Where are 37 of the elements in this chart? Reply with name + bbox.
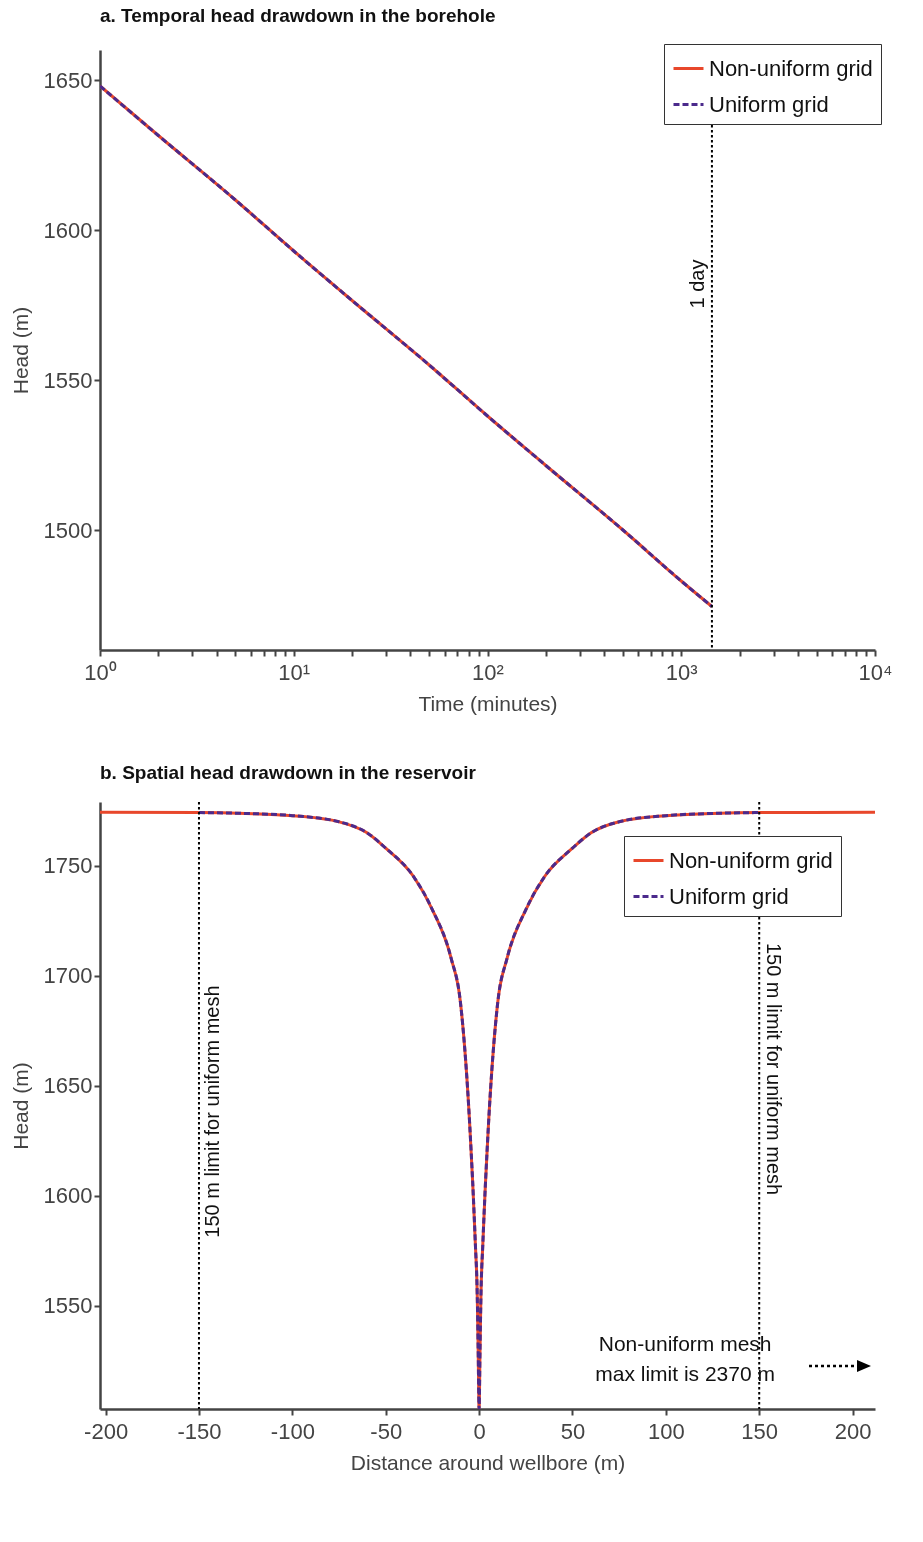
x-axis-title: Time (minutes) (418, 691, 558, 715)
ref-line-label: 150 m limit for uniform mesh (763, 942, 786, 1196)
y-tick-label: 1650 (43, 1073, 93, 1099)
x-tick-label: 10⁴ (858, 659, 893, 685)
y-tick-label: 1550 (43, 367, 93, 393)
annotation: Non-uniform mesh max limit is 2370 m (595, 1332, 775, 1385)
y-tick-label: 1700 (43, 963, 93, 989)
ref-line-label: 150 m limit for uniform mesh (200, 985, 223, 1238)
x-tick-label: -150 (177, 1418, 222, 1444)
ref-line-label: 1 day (685, 259, 708, 309)
y-axis-title: Head (m) (8, 306, 32, 395)
y-tick-label: 1600 (43, 217, 93, 243)
y-tick-label: 1500 (43, 517, 93, 543)
y-tick-label: 1650 (43, 67, 93, 93)
chart-title: b. Spatial head drawdown in the reservoir (100, 762, 477, 783)
x-tick-label: 100 (647, 1418, 685, 1444)
y-axis-title: Head (m) (8, 1062, 32, 1150)
x-tick-label: -100 (270, 1418, 315, 1444)
chart-title: a. Temporal head drawdown in the borehole (100, 4, 496, 26)
legend-label: Uniform grid (709, 91, 829, 117)
x-tick-label: 0 (473, 1418, 486, 1444)
x-tick-label: 10⁰ (84, 659, 117, 685)
x-tick-label: 150 (741, 1418, 779, 1444)
y-tick-label: 1750 (43, 853, 93, 879)
x-tick-label: 10² (472, 659, 504, 685)
x-tick-label: 10¹ (278, 659, 311, 685)
x-tick-label: 200 (834, 1418, 872, 1444)
x-tick-label: 10³ (665, 659, 698, 685)
x-tick-label: 50 (560, 1418, 586, 1444)
y-tick-label: 1550 (43, 1293, 93, 1319)
y-tick-label: 1600 (43, 1183, 93, 1209)
legend-label: Non-uniform grid (669, 847, 833, 873)
x-tick-label: -200 (84, 1418, 129, 1444)
x-tick-label: -50 (370, 1418, 403, 1444)
legend-label: Non-uniform grid (709, 55, 873, 81)
legend-label: Uniform grid (669, 883, 789, 909)
x-axis-title: Distance around wellbore (m) (350, 1450, 626, 1474)
